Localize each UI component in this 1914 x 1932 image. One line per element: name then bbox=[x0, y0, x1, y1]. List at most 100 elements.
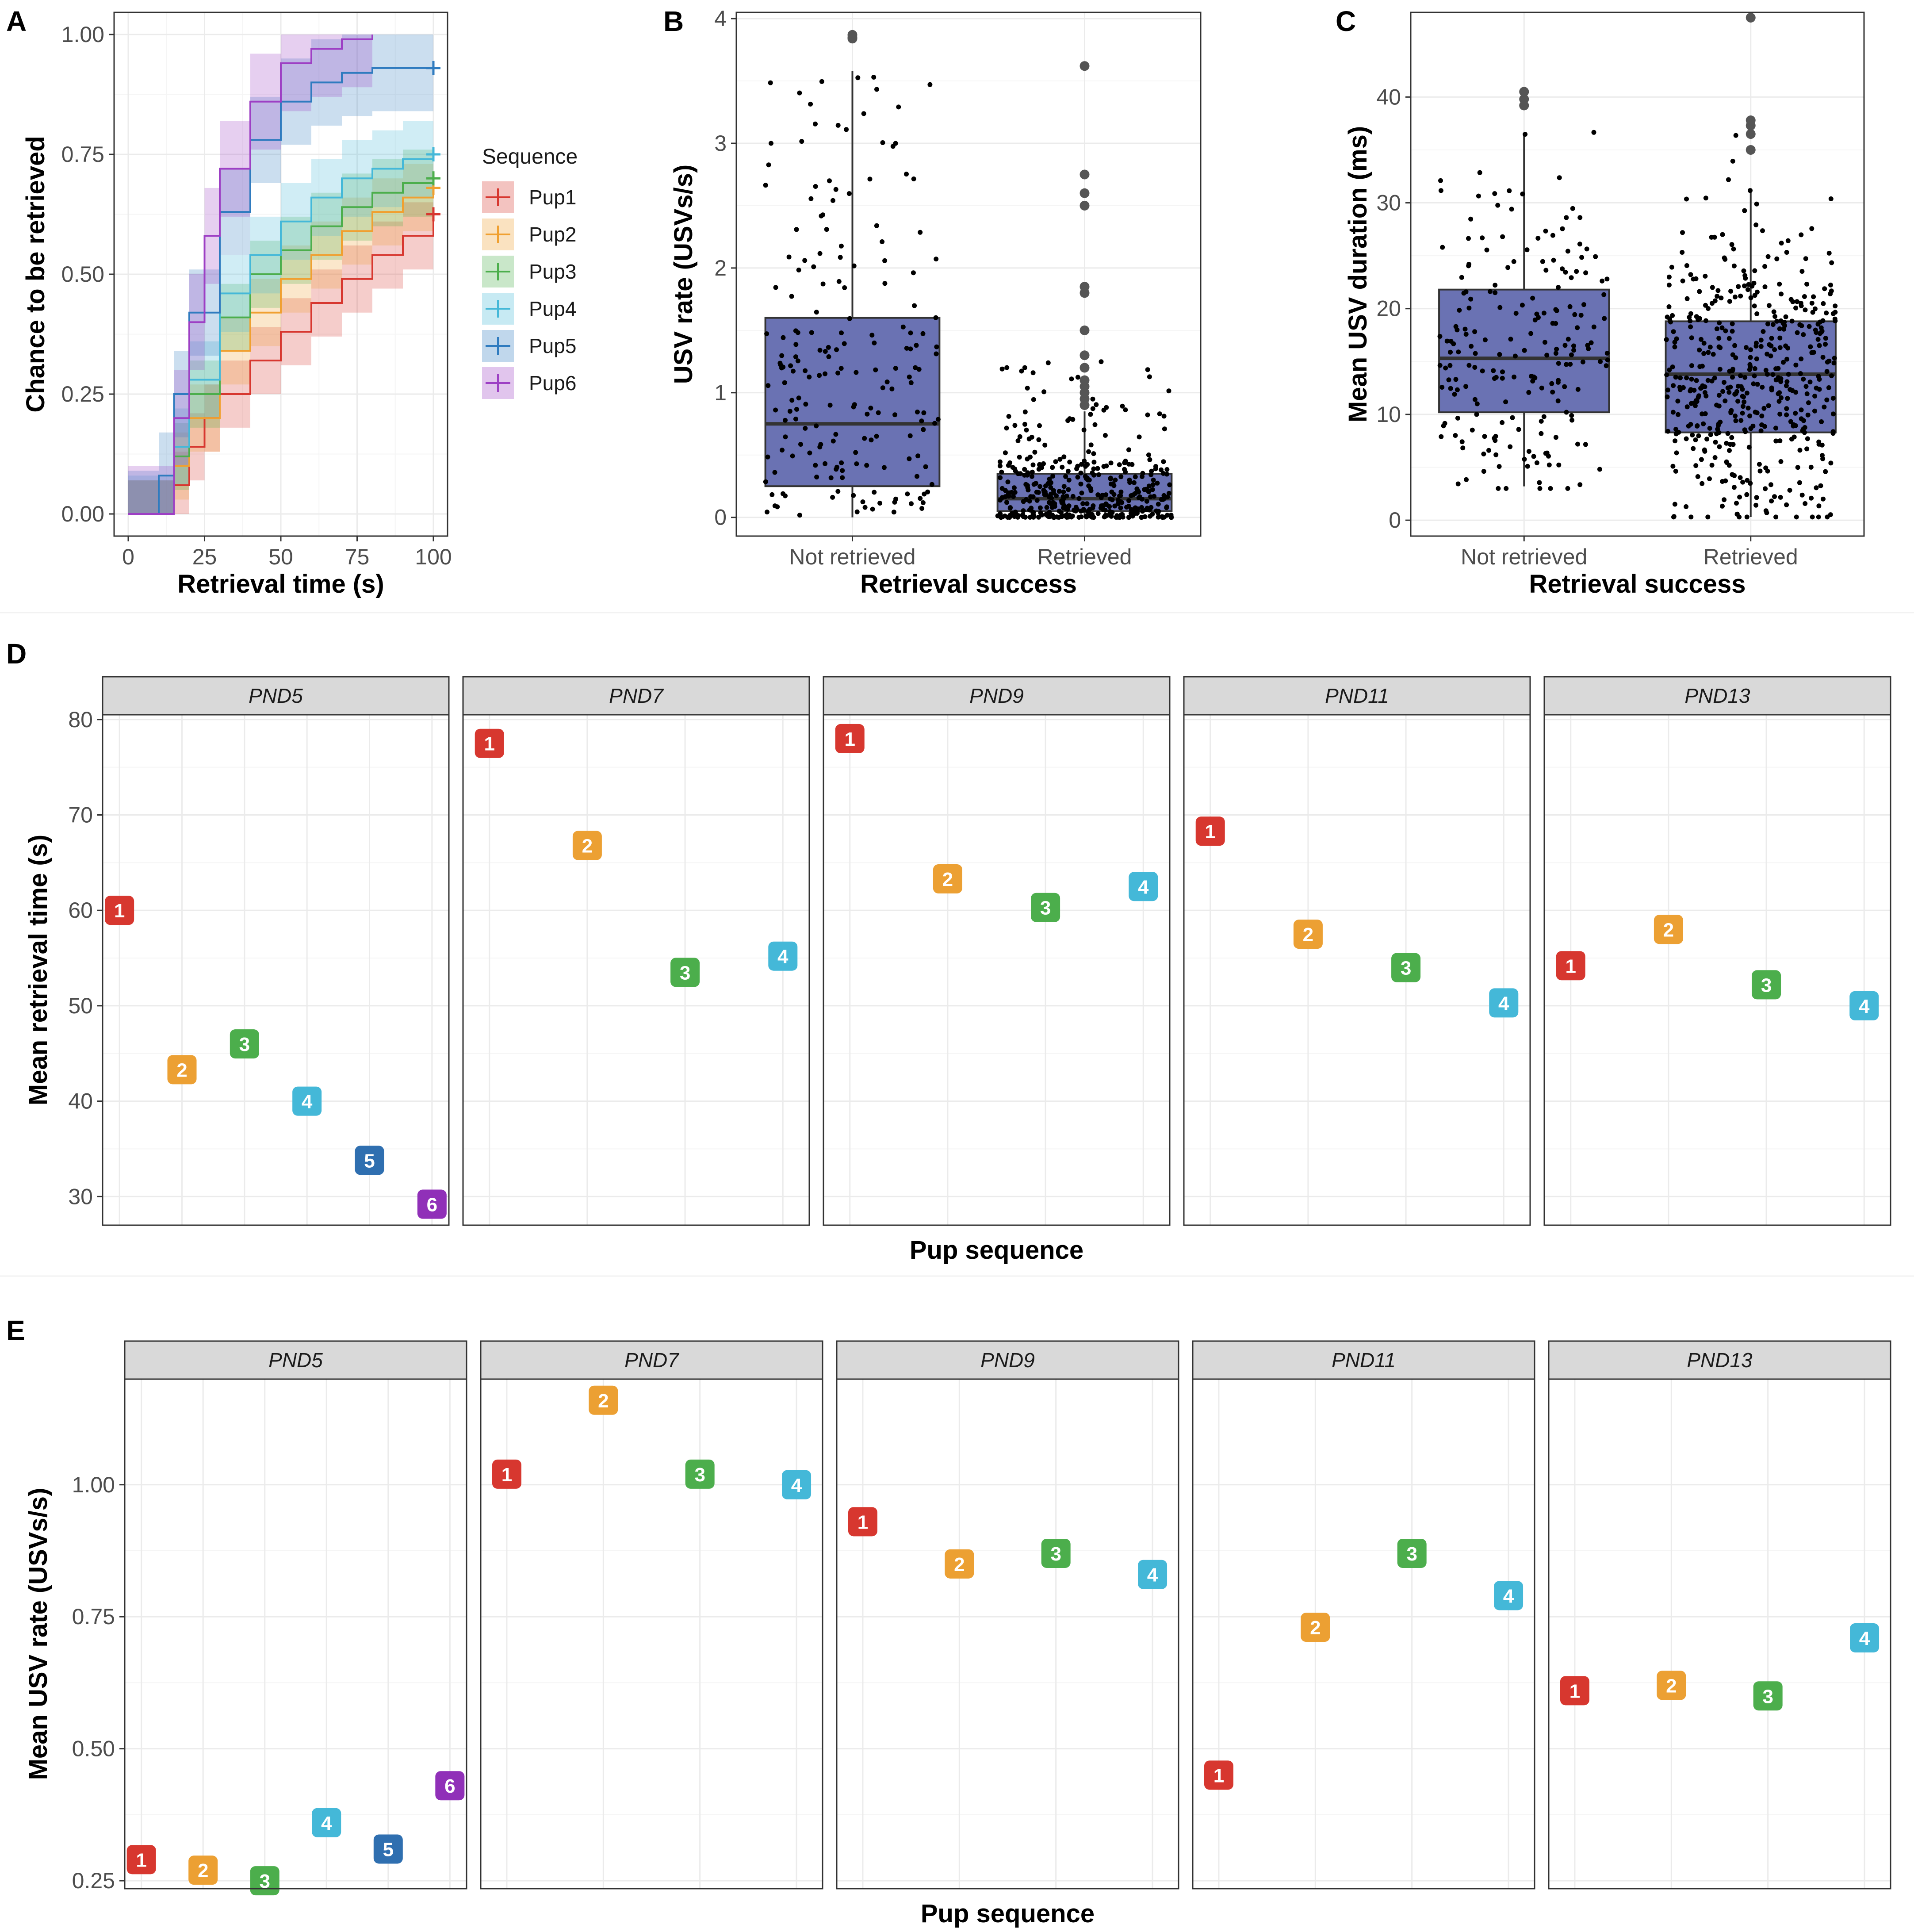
facet-strip-label: PND9 bbox=[980, 1349, 1035, 1372]
data-point bbox=[1733, 413, 1738, 418]
data-point bbox=[1049, 495, 1054, 501]
point-label-text: 6 bbox=[427, 1194, 437, 1216]
data-point bbox=[1604, 351, 1610, 356]
data-point bbox=[1824, 397, 1830, 402]
data-point bbox=[1823, 469, 1828, 474]
data-point bbox=[1537, 480, 1542, 485]
data-point bbox=[1710, 301, 1715, 306]
data-point bbox=[803, 426, 808, 431]
data-point bbox=[795, 330, 800, 335]
data-point bbox=[1092, 422, 1098, 427]
data-point bbox=[1488, 289, 1493, 294]
censor-mark-pup5 bbox=[426, 61, 440, 75]
data-point bbox=[1088, 412, 1093, 417]
data-point bbox=[1107, 512, 1113, 517]
facet-pnd5: PND5 1 2 3 4 5 6 bbox=[102, 676, 450, 1226]
y-tick-label: 3 bbox=[714, 131, 727, 156]
outlier-point bbox=[1079, 363, 1090, 373]
data-point bbox=[826, 354, 831, 359]
data-point bbox=[1088, 442, 1094, 448]
data-point bbox=[1022, 409, 1028, 414]
data-point bbox=[1114, 515, 1119, 520]
facet-panel bbox=[1549, 1379, 1891, 1889]
data-point bbox=[1015, 471, 1021, 476]
data-point bbox=[1564, 215, 1569, 220]
data-point bbox=[1697, 364, 1703, 369]
data-point bbox=[1718, 345, 1723, 350]
data-point bbox=[1684, 196, 1689, 202]
data-point bbox=[1826, 250, 1832, 256]
data-point bbox=[1022, 472, 1027, 478]
point-label-box bbox=[167, 1055, 197, 1085]
data-point bbox=[838, 243, 844, 249]
facet-border bbox=[462, 714, 810, 1226]
data-point bbox=[1688, 401, 1694, 406]
data-point bbox=[1716, 430, 1722, 435]
data-point bbox=[1808, 464, 1814, 470]
data-point bbox=[1069, 376, 1074, 382]
y-axis-title: USV rate (USVs/s) bbox=[669, 165, 698, 384]
data-point bbox=[1439, 385, 1445, 390]
data-point bbox=[827, 178, 832, 184]
data-point bbox=[1543, 451, 1548, 456]
data-point bbox=[1824, 369, 1830, 374]
data-point bbox=[1798, 371, 1803, 376]
point-label: 3 bbox=[1752, 970, 1781, 1000]
data-point bbox=[1764, 510, 1769, 515]
data-point bbox=[1774, 318, 1780, 324]
point-label: 2 bbox=[167, 1055, 197, 1085]
data-point bbox=[1447, 363, 1453, 368]
point-label: 2 bbox=[933, 864, 962, 894]
data-point bbox=[787, 409, 792, 414]
data-point bbox=[1111, 492, 1117, 497]
data-point bbox=[909, 501, 914, 506]
data-point bbox=[1784, 406, 1789, 411]
data-point bbox=[1107, 504, 1112, 509]
data-point bbox=[1544, 353, 1550, 358]
data-point bbox=[802, 258, 808, 263]
data-point bbox=[1070, 494, 1076, 499]
data-point bbox=[1492, 376, 1497, 381]
data-point bbox=[1166, 388, 1171, 394]
data-point bbox=[1008, 505, 1013, 510]
data-point bbox=[1497, 305, 1503, 310]
point-label: 3 bbox=[230, 1029, 259, 1059]
point-label-text: 4 bbox=[791, 1475, 802, 1496]
x-tick-label: 50 bbox=[268, 544, 293, 569]
data-point bbox=[1006, 414, 1011, 419]
data-point bbox=[1581, 302, 1586, 307]
data-point bbox=[1742, 427, 1747, 433]
data-point bbox=[1761, 329, 1766, 334]
data-point bbox=[1671, 383, 1676, 388]
data-point bbox=[1688, 318, 1693, 324]
data-point bbox=[1118, 514, 1124, 519]
legend-item-pup2: Pup2 bbox=[482, 218, 576, 250]
data-point bbox=[1541, 414, 1547, 419]
data-point bbox=[765, 454, 770, 460]
facet-strip-label: PND11 bbox=[1325, 684, 1389, 707]
data-point bbox=[1766, 403, 1771, 408]
data-point bbox=[1569, 413, 1574, 418]
data-point bbox=[1673, 468, 1678, 474]
data-point bbox=[1520, 303, 1525, 308]
data-point bbox=[1784, 250, 1789, 255]
data-point bbox=[1762, 424, 1767, 429]
data-point bbox=[1688, 272, 1693, 277]
data-point bbox=[1816, 503, 1822, 509]
data-point bbox=[1709, 234, 1714, 240]
point-label-text: 1 bbox=[857, 1511, 868, 1533]
data-point bbox=[1497, 464, 1502, 469]
data-point bbox=[1781, 360, 1786, 365]
point-label-box bbox=[670, 958, 700, 987]
data-point bbox=[874, 223, 879, 228]
data-point bbox=[918, 230, 923, 235]
facet-strip-label: PND5 bbox=[268, 1349, 323, 1372]
data-point bbox=[1493, 438, 1498, 443]
data-point bbox=[817, 373, 822, 378]
data-point bbox=[1758, 337, 1764, 343]
legend-key-mark bbox=[486, 374, 510, 392]
data-point bbox=[1472, 329, 1478, 334]
data-point bbox=[773, 285, 778, 290]
data-point bbox=[1090, 406, 1095, 411]
data-point bbox=[1030, 462, 1036, 468]
